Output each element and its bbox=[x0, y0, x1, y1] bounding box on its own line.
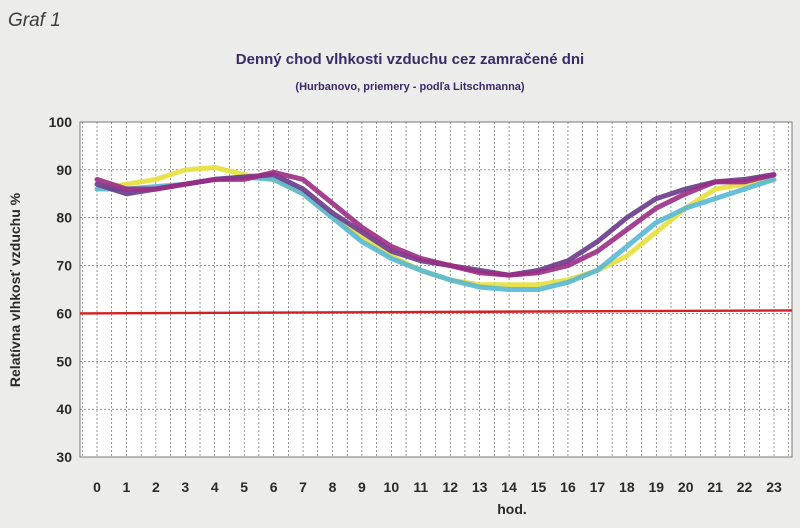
x-tick-label: 12 bbox=[442, 479, 458, 495]
graf-label: Graf 1 bbox=[8, 10, 61, 31]
x-tick-label: 16 bbox=[560, 479, 576, 495]
y-tick-label: 30 bbox=[56, 449, 72, 465]
chart-subtitle: (Hurbanovo, priemery - podľa Litschmanna… bbox=[295, 81, 524, 93]
series-group bbox=[94, 164, 777, 292]
y-tick-label: 60 bbox=[56, 305, 72, 321]
y-axis-label: Relatívna vlhkosť vzduchu % bbox=[7, 192, 23, 387]
x-tick-label: 9 bbox=[358, 479, 366, 495]
x-tick-label: 22 bbox=[737, 479, 753, 495]
x-tick-label: 6 bbox=[270, 479, 278, 495]
x-tick-label: 11 bbox=[413, 479, 428, 495]
y-tick-label: 100 bbox=[49, 114, 73, 130]
x-tick-label: 7 bbox=[299, 479, 307, 495]
x-tick-label: 19 bbox=[648, 479, 664, 495]
reference-line bbox=[79, 309, 793, 315]
x-tick-label: 14 bbox=[501, 479, 517, 495]
x-tick-label: 17 bbox=[590, 479, 606, 495]
x-tick-label: 4 bbox=[211, 479, 219, 495]
y-tick-label: 80 bbox=[56, 210, 72, 226]
x-tick-label: 3 bbox=[181, 479, 189, 495]
x-tick-label: 0 bbox=[93, 479, 101, 495]
x-tick-label: 18 bbox=[619, 479, 635, 495]
y-tick-label: 50 bbox=[56, 353, 72, 369]
x-tick-label: 2 bbox=[152, 479, 160, 495]
x-axis-label: hod. bbox=[497, 501, 527, 517]
x-tick-label: 21 bbox=[707, 479, 723, 495]
reference-line-group bbox=[79, 309, 793, 315]
y-tick-label: 70 bbox=[56, 258, 72, 274]
y-ticks: 30 40 50 60 70 80 90 100 bbox=[49, 114, 73, 465]
series-line-4 bbox=[94, 169, 777, 278]
y-tick-label: 40 bbox=[56, 401, 72, 417]
x-ticks: 0 1 2 3 4 5 6 7 8 9 10 11 12 13 14 15 16 17 18 19 20 21 22 23 bbox=[93, 479, 782, 495]
plot-area bbox=[79, 121, 793, 458]
x-tick-label: 15 bbox=[531, 479, 547, 495]
x-tick-label: 23 bbox=[766, 479, 782, 495]
x-tick-label: 20 bbox=[678, 479, 694, 495]
y-tick-label: 90 bbox=[56, 162, 72, 178]
x-tick-label: 8 bbox=[329, 479, 337, 495]
x-tick-label: 1 bbox=[123, 479, 131, 495]
x-tick-label: 5 bbox=[240, 479, 248, 495]
x-tick-label: 10 bbox=[384, 479, 400, 495]
chart-title: Denný chod vlhkosti vzduchu cez zamračen… bbox=[236, 51, 584, 68]
x-tick-label: 13 bbox=[472, 479, 488, 495]
